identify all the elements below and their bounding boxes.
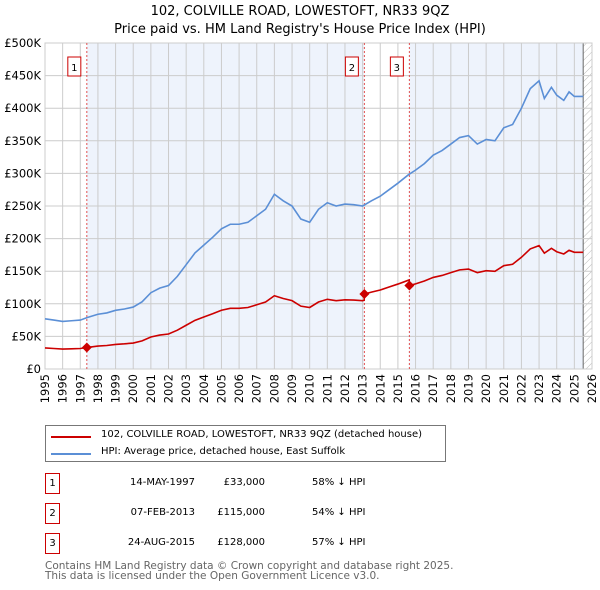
x-tick-label: 2003: [179, 374, 193, 403]
footer-licence: This data is licensed under the Open Gov…: [45, 570, 380, 582]
sale-hpi-diff: 54% ↓ HPI: [312, 507, 366, 518]
property-price-line: [44, 244, 584, 350]
x-tick-label: 2011: [320, 374, 334, 403]
y-tick-label: £100K: [4, 297, 41, 311]
y-tick-label: £150K: [4, 264, 41, 278]
y-tick-label: £400K: [4, 101, 41, 115]
x-tick-label: 2015: [391, 374, 405, 403]
sale-price: £128,000: [217, 537, 265, 548]
sale-marker-box: [344, 56, 359, 77]
x-tick-label: 2018: [444, 374, 458, 403]
sale-row: 1 14-MAY-1997 £33,000 58% ↓ HPI: [45, 473, 465, 494]
sale-price: £33,000: [223, 477, 265, 488]
x-tick-label: 2023: [532, 374, 546, 403]
x-tick-label: 1996: [56, 374, 70, 403]
legend-label: 102, COLVILLE ROAD, LOWESTOFT, NR33 9QZ …: [101, 429, 423, 440]
x-tick-label: 2005: [214, 374, 228, 403]
sale-price: £115,000: [217, 507, 265, 518]
sale-number: 1: [45, 473, 60, 494]
x-tick-label: 1999: [109, 374, 123, 403]
y-tick-label: £200K: [4, 232, 41, 246]
sale-date: 07-FEB-2013: [130, 507, 195, 518]
sale-hpi-diff: 58% ↓ HPI: [312, 477, 366, 488]
y-tick-label: £350K: [4, 134, 41, 148]
y-tick-label: £500K: [4, 36, 41, 50]
sale-number: 2: [45, 503, 60, 524]
hpi-line: [44, 79, 584, 323]
x-tick-label: 2012: [338, 374, 352, 403]
plot-border: [44, 42, 593, 370]
sale-marker-number: 1: [71, 63, 77, 74]
y-tick-label: £50K: [12, 329, 42, 343]
sale-date: 14-MAY-1997: [129, 477, 195, 488]
x-tick-label: 2019: [461, 374, 475, 403]
chart-subtitle: Price paid vs. HM Land Registry's House …: [114, 22, 486, 37]
sale-marker-number: 3: [394, 63, 400, 74]
sale-number: 3: [45, 533, 60, 554]
x-tick-label: 2026: [585, 374, 599, 403]
x-tick-label: 2002: [162, 374, 176, 403]
sale-row: 2 07-FEB-2013 £115,000 54% ↓ HPI: [45, 503, 465, 524]
y-tick-label: £450K: [4, 69, 41, 83]
sale-hpi-diff: 57% ↓ HPI: [312, 537, 366, 548]
sale-marker-number: 2: [349, 63, 355, 74]
x-tick-label: 2009: [285, 374, 299, 403]
y-tick-label: £0: [26, 362, 41, 376]
x-tick-label: 1998: [91, 374, 105, 403]
x-tick-label: 2024: [550, 374, 564, 403]
x-tick-label: 2022: [514, 374, 528, 403]
x-tick-label: 1995: [38, 374, 52, 403]
x-tick-label: 2004: [197, 374, 211, 403]
sale-point: [81, 342, 92, 353]
x-tick-label: 2010: [303, 374, 317, 403]
x-tick-label: 1997: [73, 374, 87, 403]
sale-date: 24-AUG-2015: [127, 537, 195, 548]
x-tick-label: 2000: [126, 374, 140, 403]
x-tick-label: 2014: [373, 374, 387, 403]
x-tick-label: 2021: [497, 374, 511, 403]
chart-title: 102, COLVILLE ROAD, LOWESTOFT, NR33 9QZ: [150, 4, 450, 19]
x-tick-label: 2013: [356, 374, 370, 403]
x-tick-label: 2025: [567, 374, 581, 403]
x-tick-label: 2001: [144, 374, 158, 403]
footer-copyright: Contains HM Land Registry data © Crown c…: [45, 560, 454, 572]
legend-swatch: [51, 436, 91, 438]
sale-row: 3 24-AUG-2015 £128,000 57% ↓ HPI: [45, 533, 465, 554]
sale-marker-box: [389, 56, 404, 77]
x-tick-label: 2017: [426, 374, 440, 403]
x-tick-label: 2008: [267, 374, 281, 403]
legend: 102, COLVILLE ROAD, LOWESTOFT, NR33 9QZ …: [45, 425, 446, 462]
x-tick-label: 2020: [479, 374, 493, 403]
sale-marker-box: [67, 56, 82, 77]
x-tick-label: 2016: [409, 374, 423, 403]
x-tick-label: 2006: [232, 374, 246, 403]
plot-area: £0 £50K £100K £150K £200K £250K £300K £350K £400…: [4, 36, 599, 403]
y-tick-label: £250K: [4, 199, 41, 213]
sale-point: [359, 289, 370, 300]
sale-point: [404, 280, 415, 291]
legend-label: HPI: Average price, detached house, East…: [101, 446, 346, 457]
y-tick-label: £300K: [4, 166, 41, 180]
legend-swatch: [51, 453, 91, 455]
x-tick-label: 2007: [250, 374, 264, 403]
